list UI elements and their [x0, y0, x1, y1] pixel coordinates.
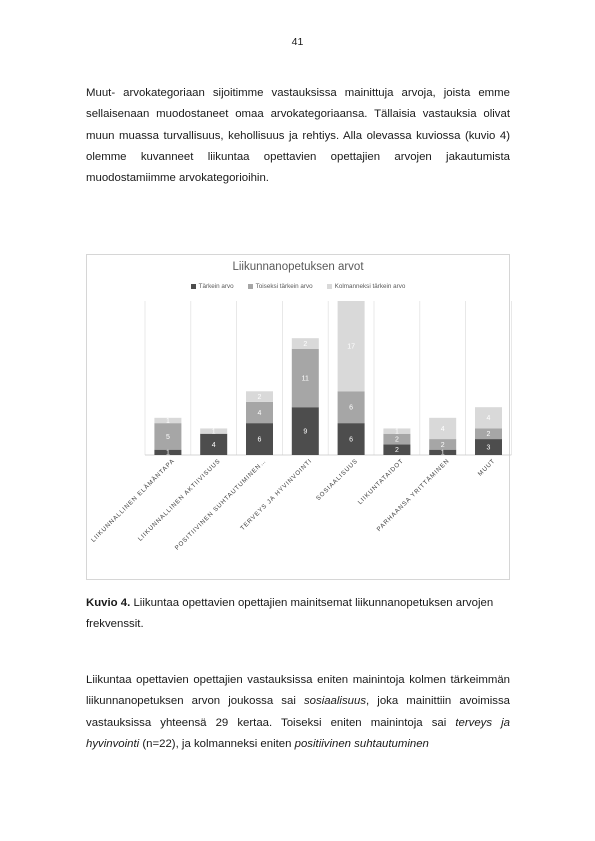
data-label: 2	[395, 436, 399, 443]
bar-segment-tarkein-arvo-muut	[475, 439, 502, 455]
bar-segment-toiseksi-tarkein-arvo-parhaansa-yrittaminen	[429, 439, 457, 450]
bar-segment-toiseksi-tarkein-arvo-positiivinen-suhtautuminen	[246, 401, 273, 424]
bar-segment-tarkein-arvo-sosiaalisuus	[337, 423, 365, 455]
category-label-sosiaalisuus: SOSIAALISUUS	[315, 457, 360, 502]
bar-segment-kolmanneksi-tarkein-arvo-parhaansa-yrittaminen	[429, 417, 457, 440]
category-label-liikunnallinen-elamantapa: LIIKUNNALLINEN ELÄMÄNTAPA	[90, 457, 176, 543]
data-label: 1	[395, 429, 399, 436]
category-label-terveys-ja-hyvinvointi: TERVEYS JA HYVINVOINTI	[239, 457, 314, 532]
data-label: 6	[349, 436, 353, 443]
caption-text: Liikuntaa opettavien opettajien mainitse…	[86, 597, 494, 630]
paragraph-intro: Muut- arvokategoriaan sijoitimme vastauk…	[86, 87, 510, 185]
results-emphasis-2: terveys ja hyvinvointi	[86, 716, 510, 750]
caption-label: Kuvio 4.	[86, 597, 131, 609]
legend-label: Kolmanneksi tärkein arvo	[334, 283, 406, 290]
bar-segment-tarkein-arvo-positiivinen-suhtautuminen	[246, 423, 273, 455]
data-label: 6	[349, 405, 353, 412]
bar-segment-toiseksi-tarkein-arvo-sosiaalisuus	[337, 391, 365, 424]
bar-segment-kolmanneksi-tarkein-arvo-muut	[475, 407, 502, 429]
data-label: 5	[166, 434, 170, 441]
category-label-parhaansa-yrittaminen: PARHAANSA YRITTÄMINEN	[376, 457, 452, 533]
data-label: 2	[303, 341, 307, 348]
data-label: 11	[302, 375, 309, 382]
bar-segment-tarkein-arvo-liikunnallinen-elamantapa	[154, 449, 182, 455]
results-text-1: Liikuntaa opettavien opettajien vastauks…	[86, 674, 510, 708]
data-label: 3	[487, 444, 491, 451]
data-label: 2	[487, 431, 491, 438]
category-label-positiivinen-suhtautuminen: POSITIIVINEN SUHTAUTUMINEN…	[174, 457, 268, 551]
data-label: 4	[212, 442, 216, 449]
bar-segment-kolmanneksi-tarkein-arvo-liikunnallinen-elamantapa	[154, 417, 182, 424]
chart-title: Liikunnanopetuksen arvot	[232, 261, 364, 273]
legend-label: Toiseksi tärkein arvo	[255, 283, 313, 290]
bar-segment-kolmanneksi-tarkein-arvo-liikuntataidot	[383, 428, 411, 434]
bar-segment-toiseksi-tarkein-arvo-liikunnallinen-elamantapa	[154, 423, 182, 450]
legend-item-tarkein-arvo: Tärkein arvo	[190, 283, 234, 290]
page-number: 41	[291, 36, 304, 48]
bar-segment-tarkein-arvo-liikunnallinen-aktiivisuus	[200, 433, 228, 455]
bar-segment-tarkein-arvo-terveys-ja-hyvinvointi	[291, 407, 319, 455]
bar-segment-toiseksi-tarkein-arvo-muut	[475, 428, 502, 440]
results-text-2: , joka mainittiin avoimissa vastauksissa…	[86, 695, 510, 729]
category-label-liikuntataidot: LIIKUNTATAIDOT	[357, 457, 406, 506]
data-label: 6	[258, 436, 262, 443]
data-label: 4	[487, 415, 491, 422]
legend-item-toiseksi-tarkein-arvo: Toiseksi tärkein arvo	[247, 283, 313, 290]
results-emphasis-1: sosiaalisuus	[303, 695, 367, 708]
legend-label: Tärkein arvo	[198, 283, 234, 290]
data-label: 1	[212, 429, 216, 436]
data-label: 9	[303, 429, 307, 436]
bar-segment-toiseksi-tarkein-arvo-liikuntataidot	[383, 433, 411, 445]
data-label: 17	[347, 344, 355, 351]
category-label-liikunnallinen-aktiivisuus: LIIKUNNALLINEN AKTIIVISUUS	[137, 457, 222, 542]
legend-swatch	[247, 284, 253, 289]
data-label: 2	[258, 394, 262, 401]
bar-segment-tarkein-arvo-parhaansa-yrittaminen	[429, 449, 457, 455]
bar-segment-kolmanneksi-tarkein-arvo-liikunnallinen-aktiivisuus	[200, 428, 228, 434]
data-label: 2	[441, 442, 445, 449]
legend-swatch	[326, 284, 332, 289]
data-label: 4	[258, 410, 262, 417]
legend-item-kolmanneksi-tarkein-arvo: Kolmanneksi tärkein arvo	[326, 283, 406, 290]
bar-segment-kolmanneksi-tarkein-arvo-positiivinen-suhtautuminen	[246, 391, 273, 402]
data-label: 4	[441, 426, 445, 433]
figure-caption: Kuvio 4. Liikuntaa opettavien opettajien…	[86, 593, 510, 635]
legend-swatch	[190, 284, 196, 289]
results-text-3: (n=22), ja kolmanneksi eniten	[139, 737, 295, 750]
data-label: 1	[166, 450, 170, 457]
data-label: 1	[441, 450, 445, 457]
chart-legend: Tärkein arvo Toiseksi tärkein arvo Kolmann…	[86, 283, 510, 290]
category-label-muut: MUUT	[477, 457, 497, 477]
bar-segment-tarkein-arvo-liikuntataidot	[383, 444, 411, 455]
results-emphasis-3: positiivinen suhtautuminen	[294, 737, 429, 750]
paragraph-results: Liikuntaa opettavien opettajien vastauks…	[86, 670, 510, 755]
bar-segment-kolmanneksi-tarkein-arvo-sosiaalisuus	[337, 301, 365, 392]
data-label: 1	[166, 418, 170, 425]
data-label: 2	[395, 447, 399, 454]
bar-segment-toiseksi-tarkein-arvo-terveys-ja-hyvinvointi	[291, 348, 319, 408]
bar-segment-kolmanneksi-tarkein-arvo-terveys-ja-hyvinvointi	[291, 338, 319, 349]
